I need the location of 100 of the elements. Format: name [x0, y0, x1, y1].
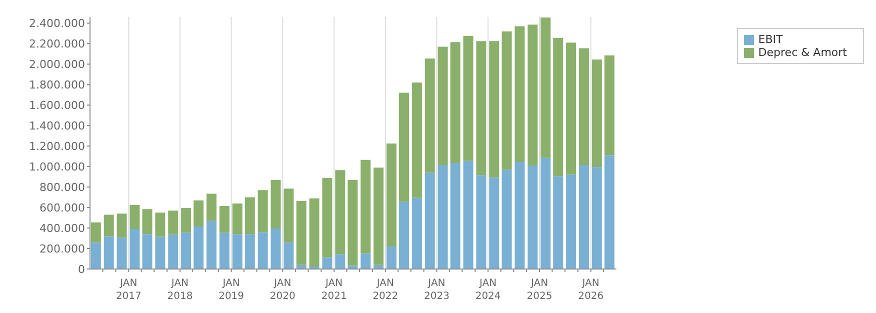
- bar: [284, 188, 294, 242]
- y-tick-label: 1.800.000: [29, 78, 85, 92]
- bar: [553, 38, 564, 176]
- y-tick-label: 2.000.000: [29, 58, 85, 72]
- bar: [476, 41, 486, 176]
- bar: [219, 206, 230, 233]
- bar: [104, 236, 114, 269]
- bar: [284, 242, 294, 269]
- bar: [142, 234, 152, 269]
- bar: [116, 238, 127, 269]
- bar: [438, 165, 448, 269]
- y-tick-label: 1.200.000: [29, 140, 85, 153]
- bar: [155, 236, 166, 269]
- y-tick-label: 2.200.000: [29, 38, 85, 51]
- bar: [296, 200, 306, 265]
- x-tick-label: JAN 2026: [578, 278, 604, 302]
- bar: [244, 234, 255, 269]
- bar: [130, 204, 140, 230]
- legend-label: Deprec & Amort: [758, 46, 847, 59]
- legend-label: EBIT: [758, 33, 783, 46]
- bar: [553, 176, 564, 269]
- y-tick-label: 200.000: [40, 242, 85, 256]
- bar: [194, 200, 204, 226]
- bar: [514, 162, 525, 269]
- x-tick-label: JAN 2017: [116, 278, 142, 302]
- bar: [502, 31, 512, 170]
- bar: [450, 162, 460, 269]
- bar: [489, 41, 500, 178]
- bar: [270, 180, 281, 229]
- x-tick-label: JAN 2022: [372, 278, 398, 302]
- bar: [566, 174, 576, 269]
- bar: [181, 232, 192, 269]
- bar: [348, 180, 358, 266]
- x-tick-label: JAN 2020: [270, 278, 296, 302]
- x-tick-label: JAN 2018: [167, 278, 193, 302]
- bar: [90, 222, 101, 242]
- bar: [514, 26, 525, 162]
- bar: [604, 155, 614, 269]
- bar: [592, 167, 602, 269]
- bar: [386, 144, 396, 246]
- bar: [489, 177, 500, 269]
- bar: [270, 228, 281, 269]
- bar: [374, 168, 384, 265]
- bar: [502, 170, 512, 269]
- x-tick-label: JAN 2021: [321, 278, 347, 302]
- bar: [540, 158, 551, 269]
- bar: [450, 42, 460, 163]
- bar: [528, 166, 538, 269]
- bar: [360, 253, 371, 269]
- bar: [386, 246, 396, 269]
- y-tick-label: 1.400.000: [29, 119, 85, 132]
- bar: [424, 172, 435, 269]
- bar: [424, 58, 435, 173]
- bar: [142, 209, 152, 234]
- bar: [206, 194, 217, 221]
- bar: [399, 92, 410, 202]
- bar: [168, 210, 178, 235]
- bar: [578, 165, 589, 269]
- bar: [219, 232, 230, 269]
- bar: [232, 234, 242, 269]
- bar: [322, 178, 332, 258]
- bar: [258, 190, 268, 232]
- y-tick-label: 400.000: [40, 222, 85, 235]
- bar: [528, 24, 538, 166]
- bar: [463, 160, 474, 269]
- x-tick-label: JAN 2024: [475, 278, 501, 302]
- bar: [116, 214, 127, 238]
- bar: [206, 220, 217, 269]
- bar: [412, 198, 422, 269]
- y-tick-label: 2.400.000: [29, 17, 85, 30]
- bar: [155, 212, 166, 237]
- x-tick-label: JAN 2025: [526, 278, 552, 302]
- bar: [566, 42, 576, 175]
- bar: [360, 160, 371, 254]
- x-tick-label: JAN 2019: [218, 278, 244, 302]
- y-tick-label: 1.000.000: [29, 160, 85, 174]
- bar: [399, 202, 410, 269]
- bar: [90, 242, 101, 269]
- bar: [309, 198, 320, 266]
- bar: [463, 36, 474, 161]
- bar: [592, 60, 602, 168]
- bar: [335, 254, 346, 269]
- bar: [258, 232, 268, 269]
- bar: [181, 208, 192, 233]
- bar: [476, 175, 486, 269]
- bar: [194, 226, 204, 269]
- bar: [438, 46, 448, 166]
- y-tick-label: 1.600.000: [29, 99, 85, 112]
- bar: [104, 214, 114, 236]
- bar: [322, 257, 332, 269]
- bar: [244, 197, 255, 234]
- bar: [604, 55, 614, 156]
- x-tick-label: JAN 2023: [424, 278, 450, 302]
- bar: [335, 170, 346, 254]
- bar: [540, 18, 551, 158]
- bar: [412, 82, 422, 198]
- y-tick-label: 600.000: [40, 201, 85, 214]
- bar: [578, 48, 589, 166]
- bar: [168, 234, 178, 269]
- y-tick-label: 0: [78, 262, 85, 276]
